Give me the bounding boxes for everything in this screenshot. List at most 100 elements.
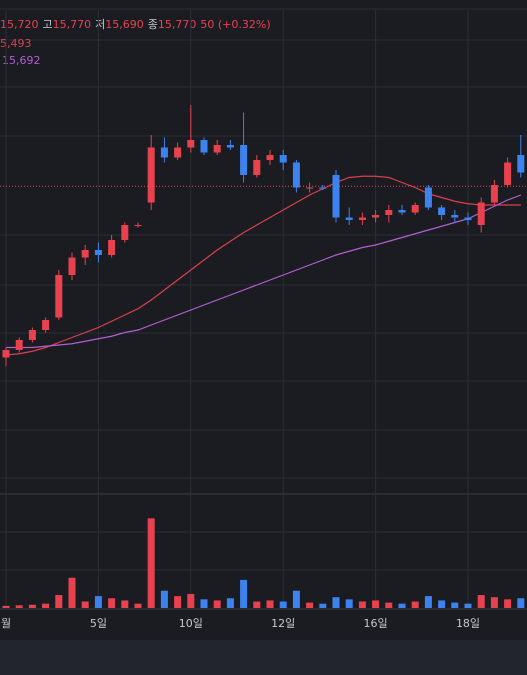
volume-bar [200,599,208,608]
volume-bar [358,601,366,608]
candle-body [358,217,366,220]
candle-body [438,207,446,215]
candle-body [504,162,512,185]
candle-body [81,250,89,258]
volume-bar [477,595,485,608]
moving-average [6,194,522,349]
ma-legend: 5,493 [0,37,32,50]
candle-body [160,147,168,158]
volume-bar [306,602,314,608]
candle-body [108,240,116,255]
volume-bar [2,605,10,608]
candle-body [411,205,419,213]
candle-body [266,155,274,160]
candle-body [372,215,380,218]
volume-bar [94,596,102,608]
volume-bar [147,518,155,608]
candle-body [15,340,23,350]
x-tick-label: 12일 [271,616,295,630]
volume-bar [319,603,327,608]
candle-body [292,162,300,188]
candle-body [42,320,50,330]
volume-bar [55,595,63,608]
volume-bar [517,598,525,608]
candle-body [55,275,63,318]
candle-body [240,145,248,175]
header-label: 종 [148,18,158,31]
volume-bar [253,601,261,608]
volume-bar [81,601,89,608]
candle-body [464,217,472,220]
header-label: 저 [95,18,105,31]
change-value: 50 (+0.32%) [200,18,270,31]
header-value: 15,690 [105,18,144,31]
volume-bar [424,596,432,608]
volume-bar [28,604,36,608]
candle-body [253,160,261,175]
moving-average [5,175,521,356]
volume-bar [332,597,340,608]
open-value: 15,720 [0,18,39,31]
volume-bar [398,603,406,608]
candle-body [2,350,10,358]
candle-body [213,145,221,153]
volume-bar [372,600,380,608]
volume-bar [279,601,287,608]
volume-bar [345,599,353,608]
volume-bar [187,593,195,608]
header-label: 고 [43,18,53,31]
volume-bar [108,598,116,608]
candle-body [345,217,353,220]
volume-bar [451,602,459,608]
candle-body [226,145,234,148]
candle-body [121,225,129,240]
candle-body [147,147,155,203]
candle-body [451,215,459,218]
volume-bar [504,599,512,608]
footer-band [0,640,527,675]
volume-bar [213,600,221,608]
header-value: 15,770 [53,18,92,31]
volume-bar [134,603,142,608]
x-tick-label: 월 [1,617,11,630]
candle-body [28,330,36,340]
volume-bar [15,605,23,608]
grid [0,39,527,610]
volume-bar [490,597,498,608]
volume-bar [68,577,76,608]
volume-bar [226,598,234,608]
header-value: 15,770 [158,18,197,31]
candle-body [306,187,314,189]
candle-body [187,140,195,148]
candle-body [332,175,340,218]
volume-bar [42,603,50,608]
candle-body [200,140,208,153]
volume-bar [464,603,472,608]
candle-body [279,155,287,163]
candle-body [517,155,525,173]
candle-body [424,187,432,208]
volume-bar [438,600,446,608]
x-tick-label: 5일 [90,616,107,630]
volume-bar [385,602,393,608]
candle-body [319,187,327,189]
ma-legend: 15,692 [2,54,41,67]
volume-bar [266,600,274,608]
x-tick-label: 18일 [456,616,480,630]
volume-bar [240,579,248,608]
candle-body [134,225,142,226]
ohlc-header: 15,720 고15,770 저15,690 종15,770 50 (+0.32%) [0,18,271,31]
candle-body [398,210,406,213]
candle-body [477,202,485,225]
candle-body [94,250,102,255]
candle-body [490,185,498,203]
candle-body [68,257,76,275]
volume-bar [121,600,129,608]
candle-body [174,147,182,158]
volume-bar [292,590,300,608]
x-tick-label: 10일 [179,616,203,630]
volume-bar [160,590,168,608]
volume-bar [174,596,182,608]
